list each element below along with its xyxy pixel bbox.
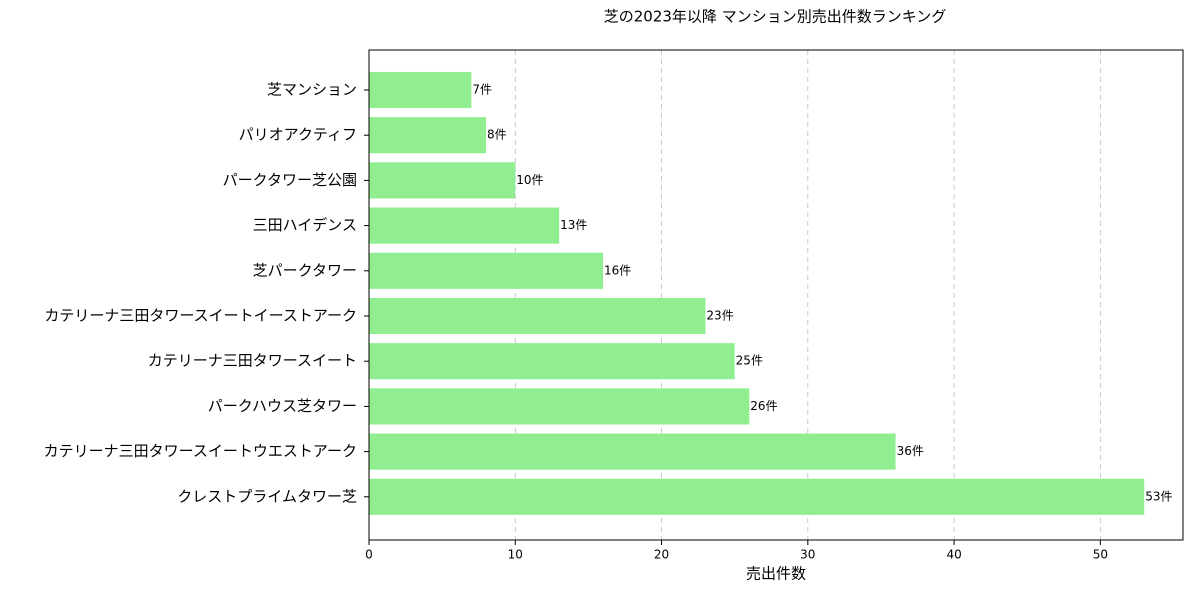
bar <box>369 343 735 380</box>
y-tick-label: カテリーナ三田タワースイートイーストアーク <box>44 307 357 325</box>
value-label: 7件 <box>472 83 492 97</box>
value-label: 10件 <box>516 173 543 187</box>
value-label: 25件 <box>736 354 763 368</box>
y-tick-label: パークタワー芝公園 <box>223 171 357 189</box>
value-label: 36件 <box>897 444 924 458</box>
value-label: 16件 <box>604 263 631 277</box>
plot-frame <box>368 49 1184 541</box>
value-label: 26件 <box>750 399 777 413</box>
y-tick-label: 芝マンション <box>267 81 357 99</box>
x-tick-label: 0 <box>365 548 373 562</box>
value-label: 8件 <box>487 128 507 142</box>
value-label: 23件 <box>706 309 733 323</box>
bar <box>369 162 516 199</box>
y-tick-label: クレストプライムタワー芝 <box>177 487 357 505</box>
x-tick-label: 30 <box>800 548 815 562</box>
bar <box>369 433 896 470</box>
value-label: 13件 <box>560 218 587 232</box>
y-tick-label: 芝パークタワー <box>253 261 357 279</box>
bar <box>369 388 750 425</box>
x-tick-label: 40 <box>946 548 961 562</box>
y-tick-label: 三田ハイデンス <box>253 216 357 234</box>
x-tick-label: 20 <box>654 548 669 562</box>
y-tick-label: パリオアクティフ <box>239 126 357 144</box>
y-tick-label: カテリーナ三田タワースイート <box>148 352 357 370</box>
value-label: 53件 <box>1145 489 1172 503</box>
bar <box>369 297 706 335</box>
bar <box>369 71 472 109</box>
x-axis-label: 売出件数 <box>746 565 806 583</box>
x-tick-label: 50 <box>1093 548 1108 562</box>
bar <box>369 478 1145 515</box>
chart-title: 芝の2023年以降 マンション別売出件数ランキング <box>604 8 947 26</box>
bar <box>369 252 604 289</box>
y-tick-label: パークハウス芝タワー <box>208 397 357 415</box>
bar <box>369 207 560 244</box>
bar <box>369 117 487 154</box>
y-tick-label: カテリーナ三田タワースイートウエストアーク <box>44 442 357 460</box>
x-tick-label: 10 <box>508 548 523 562</box>
